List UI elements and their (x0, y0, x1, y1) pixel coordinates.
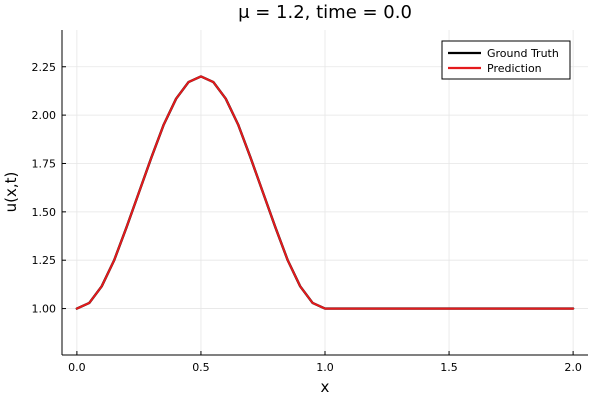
y-tick-label: 1.50 (32, 206, 57, 219)
x-tick-label: 1.5 (440, 361, 458, 374)
x-tick-label: 1.0 (316, 361, 334, 374)
chart-title: μ = 1.2, time = 0.0 (238, 2, 412, 23)
y-tick-label: 2.00 (32, 109, 57, 122)
legend-box (441, 40, 571, 80)
y-tick-label: 2.25 (32, 61, 57, 74)
series-line-prediction (75, 75, 575, 310)
x-axis-title: x (321, 378, 330, 396)
legend-label: Ground Truth (487, 47, 559, 60)
legend-label: Prediction (487, 62, 542, 75)
y-tick-label: 1.25 (32, 254, 57, 267)
y-axis-title: u(x,t) (2, 172, 20, 213)
y-tick-label: 1.00 (32, 303, 57, 316)
ticks: 0.0 0.5 1.0 1.5 2.0 1.00 1.25 1.50 1.75 2.00 2.25 (32, 61, 582, 374)
x-tick-label: 2.0 (564, 361, 582, 374)
series (75, 75, 575, 310)
x-tick-label: 0.0 (68, 361, 86, 374)
y-tick-label: 1.75 (32, 157, 57, 170)
legend: Ground Truth Prediction (441, 40, 571, 80)
x-tick-label: 0.5 (192, 361, 210, 374)
